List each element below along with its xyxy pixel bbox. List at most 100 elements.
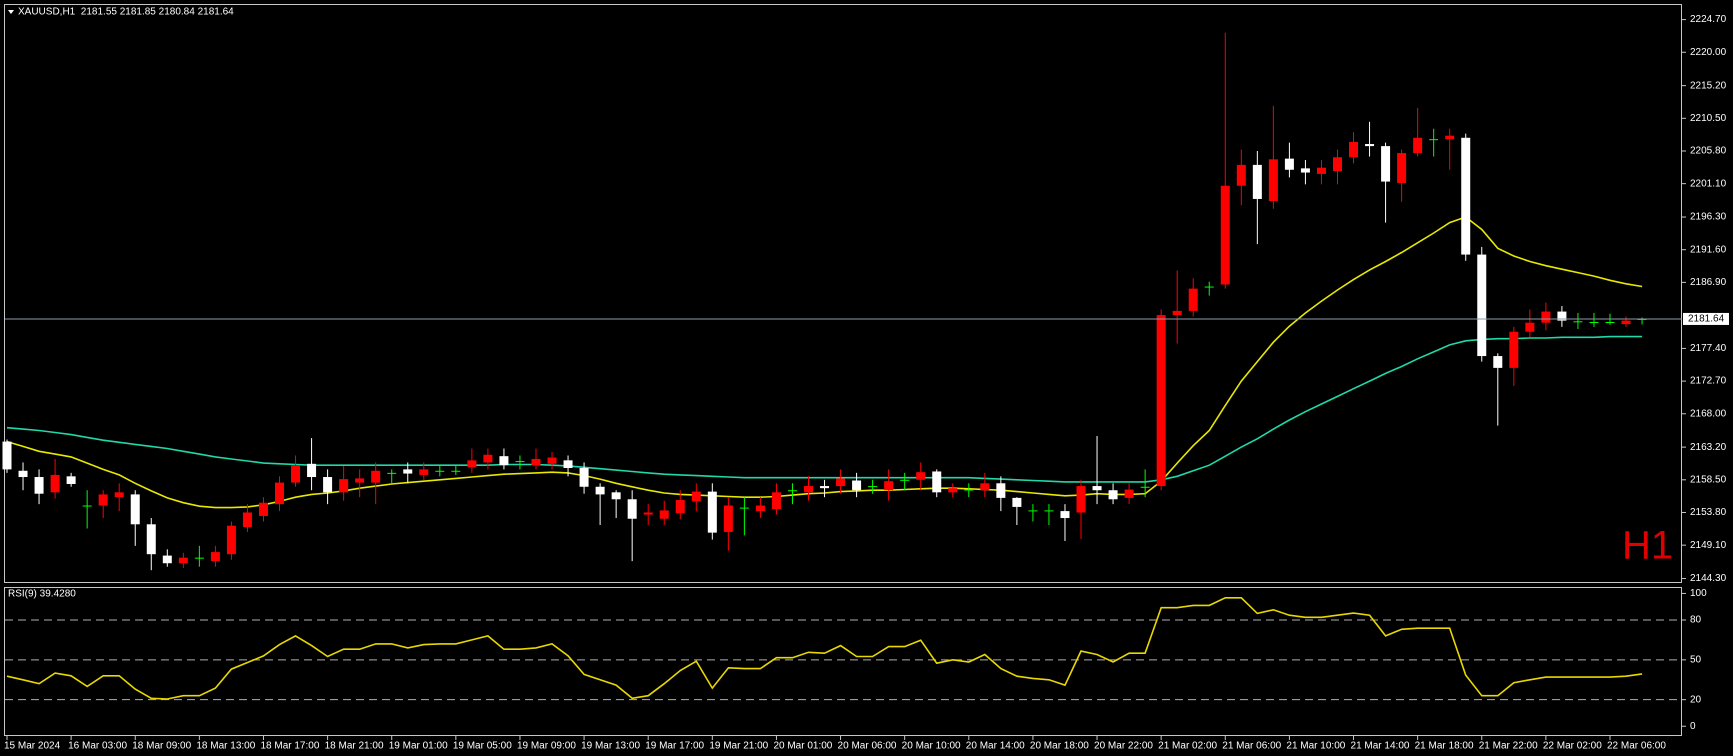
x-tick-label: 19 Mar 09:00: [517, 741, 576, 752]
candle-body: [1300, 168, 1310, 173]
y-tick-label: 80: [1690, 615, 1702, 626]
x-tick-label: 19 Mar 17:00: [645, 741, 704, 752]
candle-body: [1429, 139, 1439, 141]
candle-body: [1268, 159, 1278, 202]
candle-body: [948, 488, 958, 493]
x-tick-label: 15 Mar 2024: [4, 741, 61, 752]
candle-body: [1172, 310, 1182, 316]
candle-body: [114, 492, 124, 498]
x-tick-label: 20 Mar 10:00: [902, 741, 961, 752]
candle-body: [868, 486, 878, 488]
x-tick-label: 21 Mar 02:00: [1158, 741, 1217, 752]
x-tick-label: 16 Mar 03:00: [68, 741, 127, 752]
candle-body: [82, 505, 92, 507]
candle-body: [1461, 137, 1471, 255]
candle-body: [547, 457, 557, 464]
candle-body: [1573, 321, 1583, 323]
candle-body: [1589, 322, 1599, 324]
candle-body: [1188, 288, 1198, 311]
x-tick-label: 21 Mar 10:00: [1286, 741, 1345, 752]
candle-body: [1557, 311, 1567, 321]
x-tick-label: 20 Mar 01:00: [773, 741, 832, 752]
candle-body: [531, 458, 541, 466]
x-tick-label: 19 Mar 21:00: [709, 741, 768, 752]
candle-body: [964, 489, 974, 491]
y-tick-label: 2163.20: [1690, 442, 1727, 453]
rsi-panel-frame: [4, 587, 1682, 736]
candle-body: [307, 463, 317, 478]
candle-body: [1220, 185, 1230, 285]
candle-body: [50, 474, 60, 493]
candle-body: [804, 486, 813, 493]
candle-body: [435, 470, 445, 472]
candle-body: [1525, 322, 1535, 332]
y-tick-label: 2186.90: [1690, 277, 1727, 288]
x-tick-label: 20 Mar 14:00: [966, 741, 1025, 752]
candle-body: [1156, 315, 1166, 487]
candle-body: [836, 478, 846, 487]
y-tick-label: 2177.40: [1690, 343, 1727, 354]
candle-body: [467, 460, 477, 468]
candle-body: [98, 494, 108, 506]
candle-body: [1236, 164, 1246, 186]
candle-body: [643, 512, 653, 515]
x-tick-label: 22 Mar 02:00: [1543, 741, 1602, 752]
candle-body: [387, 472, 397, 474]
candle-body: [323, 477, 333, 493]
candle-body: [739, 507, 749, 509]
x-tick-label: 18 Mar 21:00: [325, 741, 384, 752]
x-tick-label: 19 Mar 05:00: [453, 741, 512, 752]
candle-body: [1076, 486, 1086, 513]
candle-body: [900, 479, 910, 481]
candle-body: [675, 499, 685, 514]
y-tick-label: 2205.80: [1690, 146, 1727, 157]
y-tick-label: 2210.50: [1690, 113, 1727, 124]
candle-body: [371, 470, 381, 483]
candle-body: [1541, 311, 1551, 323]
candle-body: [723, 505, 733, 532]
candle-body: [194, 557, 204, 559]
candle-body: [1252, 164, 1262, 199]
candle-body: [1284, 158, 1294, 170]
candle-body: [18, 470, 28, 478]
y-tick-label: 2168.00: [1690, 408, 1727, 419]
y-tick-label: 2220.00: [1690, 47, 1727, 58]
y-tick-label: 2172.70: [1690, 376, 1727, 387]
y-tick-label: 2201.10: [1690, 178, 1727, 189]
candle-body: [1397, 153, 1407, 183]
candle-body: [755, 505, 765, 512]
y-tick-label: 2224.70: [1690, 14, 1727, 25]
y-tick-label: 20: [1690, 694, 1702, 705]
candle-body: [515, 461, 525, 463]
candle-body: [146, 524, 156, 555]
x-tick-label: 20 Mar 22:00: [1094, 741, 1153, 752]
candle-body: [820, 486, 830, 489]
y-tick-label: 2153.80: [1690, 507, 1727, 518]
title-arrow: [8, 10, 14, 14]
candle-body: [1509, 331, 1519, 368]
x-tick-label: 20 Mar 06:00: [838, 741, 897, 752]
candle-body: [1621, 320, 1631, 325]
candle-body: [1605, 322, 1615, 324]
candle-body: [1445, 135, 1455, 140]
candle-body: [932, 471, 942, 493]
candle-body: [1332, 157, 1342, 172]
current-price-box: [1683, 312, 1729, 325]
chart-title: XAUUSD,H1 2181.55 2181.85 2180.84 2181.6…: [18, 7, 234, 18]
y-tick-label: 2215.20: [1690, 80, 1727, 91]
candle-body: [355, 478, 365, 483]
candle-body: [707, 491, 717, 533]
y-tick-label: 2196.30: [1690, 212, 1727, 223]
candle-body: [1365, 144, 1375, 147]
x-tick-label: 19 Mar 13:00: [581, 741, 640, 752]
x-tick-label: 20 Mar 18:00: [1030, 741, 1089, 752]
candle-body: [66, 476, 76, 484]
candle-body: [1140, 486, 1150, 488]
candle-body: [1012, 497, 1022, 507]
x-tick-label: 22 Mar 06:00: [1607, 741, 1666, 752]
candle-body: [691, 491, 701, 502]
candle-body: [1204, 286, 1214, 288]
candle-body: [1124, 489, 1134, 498]
candle-body: [852, 480, 862, 491]
